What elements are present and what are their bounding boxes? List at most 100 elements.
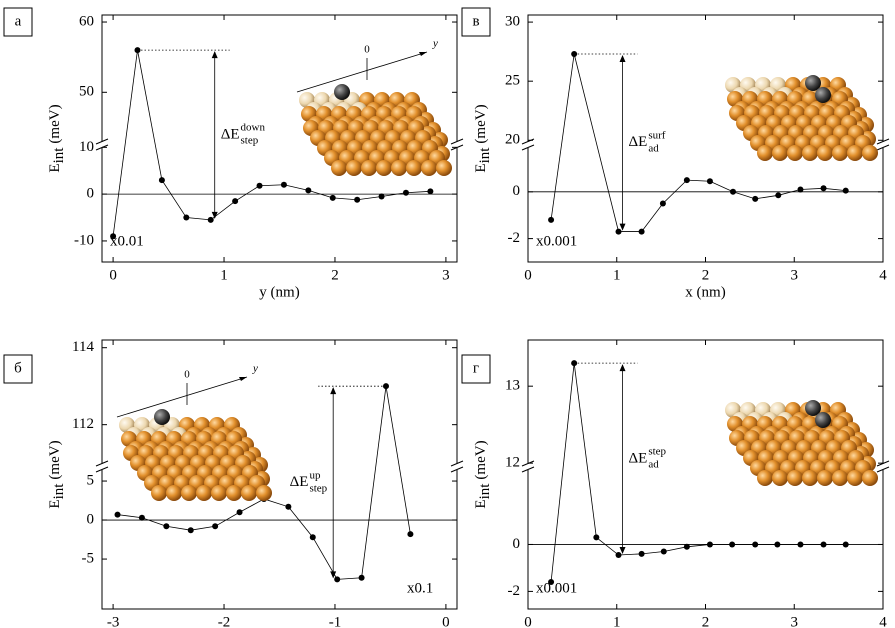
data-point [110,233,117,240]
delta-sub: step [241,135,259,147]
atom [847,145,863,161]
panel-label-box [3,7,33,37]
panel-label-box [3,354,33,384]
x-tick-label: 1 [613,267,621,283]
atom [166,485,182,501]
data-point [842,541,849,548]
data-point [548,579,555,586]
data-point [378,193,385,200]
x-tick-label: -3 [107,614,120,628]
delta-sup: up [309,469,321,481]
data-point [285,503,292,510]
inset-label: 0 [364,44,370,56]
panel-label: а [15,13,22,29]
adatom [154,409,170,425]
adatom [805,400,821,416]
delta-sub: ad [648,459,659,471]
y-label-unit: (meV) [473,104,489,143]
data-point [752,541,759,548]
data-point [797,541,804,548]
y-tick-label: 0 [87,186,95,202]
atom [787,145,803,161]
data-point [593,534,600,541]
y-tick-label: 5 [87,472,95,488]
y-label-sub: int [477,147,493,164]
y-tick-upper-label: 12 [505,455,520,471]
adatom [334,84,350,100]
data-point [683,177,690,184]
data-point [774,541,781,548]
atom [421,160,437,176]
y-tick-upper-label: 50 [79,84,94,100]
data-point [183,214,190,221]
y-label-sub: int [477,483,493,500]
data-point [427,188,434,195]
data-point [548,216,555,223]
y-label-sub: int [51,147,67,164]
inset [725,75,878,161]
atom [151,485,167,501]
x-tick-label: 3 [791,614,799,628]
inset-arrow [239,377,247,381]
x-axis-label: x (nm) [685,284,725,300]
y-axis-label: Eint (meV) [473,440,493,508]
data-point [236,509,243,516]
x-tick-label: -1 [329,614,342,628]
y-tick-label: 0 [513,536,521,552]
x-tick-label: 0 [442,614,450,628]
plot-frame [101,339,458,610]
data-point [752,195,759,202]
atom [817,145,833,161]
data-point [683,543,690,550]
atom [361,160,377,176]
atom [241,485,257,501]
y-tick-upper-label: 25 [505,73,520,89]
data-point [187,527,194,534]
atom [406,160,422,176]
data-point [354,196,361,203]
delta-main: ΔE [221,126,240,142]
axis-break-gap [455,464,459,470]
scale-note: x0.1 [407,580,433,596]
panel-label-box [461,354,491,384]
atom [772,470,788,486]
atom [802,145,818,161]
panel-label: б [14,360,22,376]
atom [802,470,818,486]
data-point [407,531,414,538]
axis-break [876,138,890,151]
inset-arrow [419,52,427,56]
delta-sup: down [241,122,266,134]
data-line [112,50,431,237]
delta-sub: ad [648,142,659,154]
axis-break [95,460,109,473]
atom [226,485,242,501]
data-point [334,576,341,583]
data-point [212,523,219,530]
data-point [820,185,827,192]
panel-label-box [461,7,491,37]
data-point [659,200,666,207]
inset [725,400,878,486]
axis-break-gap [881,464,885,470]
data-point [638,228,645,235]
y-tick-upper-label: 60 [79,13,94,29]
scale-note: x0.001 [536,580,577,596]
data-point [402,189,409,196]
data-point [706,178,713,185]
atom [196,485,212,501]
axis-break-gap [100,142,104,148]
data-point [305,187,312,194]
x-axis-label: y (nm) [259,284,299,300]
atom [787,470,803,486]
scale-note: x0.01 [110,233,144,249]
y-tick-upper-label: 30 [505,14,520,30]
adatom [815,87,831,103]
atom [256,485,272,501]
